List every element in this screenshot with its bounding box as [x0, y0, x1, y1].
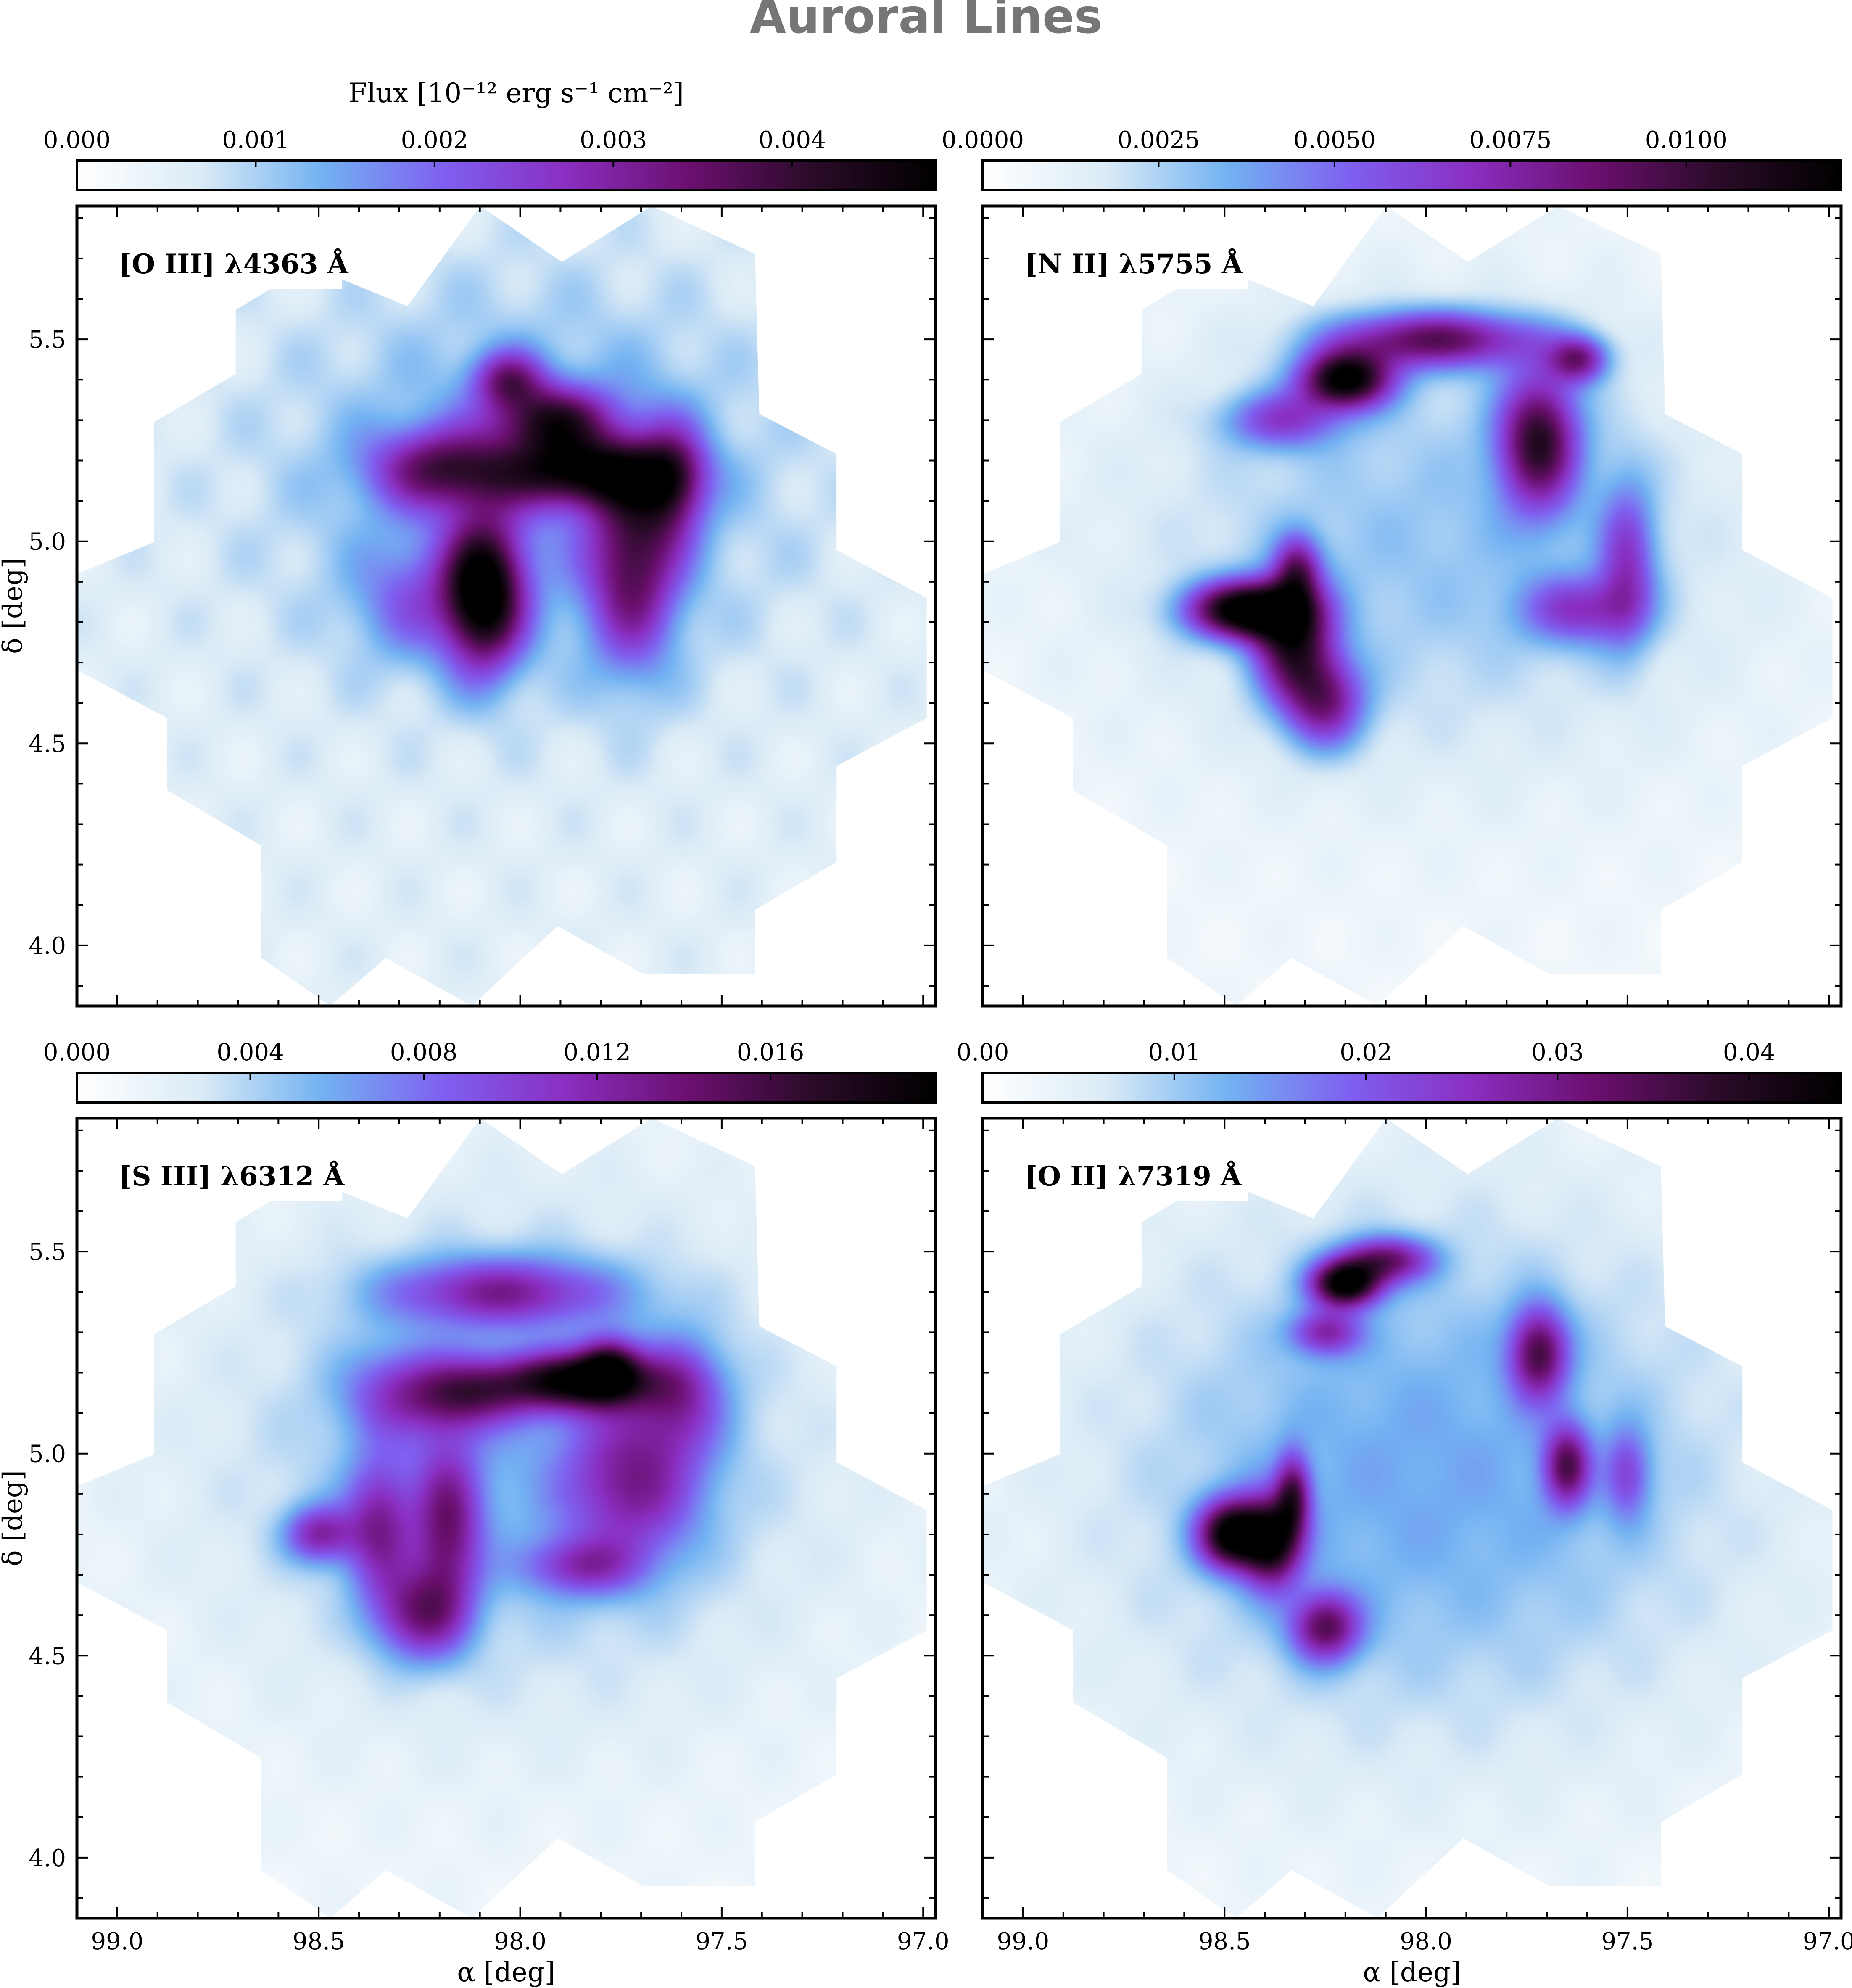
colorbar-tick-label: 0.002	[401, 127, 468, 154]
colorbar-tick-label: 0.001	[222, 127, 289, 154]
x-axis-label: α [deg]	[1363, 1957, 1461, 1988]
axes-frame	[75, 204, 937, 1008]
colorbar-bottom-left	[76, 1072, 937, 1104]
colorbar-tick-label: 0.016	[737, 1039, 804, 1066]
x-tick-label: 97.5	[696, 1928, 748, 1955]
x-tick-label: 98.5	[293, 1928, 345, 1955]
colorbar-tick-label: 0.0075	[1469, 127, 1551, 154]
axes-frame	[75, 1117, 937, 1920]
axes-frame	[981, 1117, 1843, 1920]
x-tick-label: 99.0	[997, 1928, 1050, 1955]
colorbar-tick-label: 0.01	[1148, 1039, 1200, 1066]
colorbar-tick-label: 0.000	[43, 1039, 111, 1066]
panel-label-bottom-right: [O II] λ7319 Å	[1021, 1152, 1248, 1201]
colorbar-tick-label: 0.0100	[1645, 127, 1728, 154]
y-tick-label: 5.0	[29, 1441, 66, 1468]
x-tick-label: 98.0	[494, 1928, 546, 1955]
colorbar-tick-label: 0.000	[43, 127, 111, 154]
colorbar-tick-label: 0.0000	[942, 127, 1024, 154]
colorbar-tick-label: 0.004	[759, 127, 826, 154]
y-tick-label: 4.0	[29, 1845, 66, 1872]
panel-label-top-right: [N II] λ5755 Å	[1021, 240, 1248, 289]
panel-label-text: [N II] λ5755 Å	[1025, 248, 1243, 280]
label-box	[115, 240, 342, 289]
panel-label-text: [S III] λ6312 Å	[119, 1161, 345, 1192]
axes-frame	[981, 204, 1843, 1008]
y-axis-label: δ [deg]	[0, 558, 29, 654]
y-tick-label: 5.5	[29, 1238, 66, 1266]
figure-title: Auroral Lines	[750, 0, 1103, 44]
colorbar-bottom-right	[981, 1072, 1842, 1104]
colorbar-tick-label: 0.02	[1340, 1039, 1392, 1066]
label-box	[1021, 1152, 1248, 1201]
label-box	[1021, 240, 1248, 289]
y-tick-label: 5.0	[29, 528, 66, 556]
colorbar-tick-label: 0.012	[563, 1039, 631, 1066]
y-tick-label: 4.0	[29, 932, 66, 960]
y-tick-label: 5.5	[29, 326, 66, 354]
panel-label-bottom-left: [S III] λ6312 Å	[115, 1152, 345, 1201]
colorbar-top-left	[76, 159, 937, 191]
colorbar-tick-label: 0.008	[390, 1039, 457, 1066]
x-tick-label: 99.0	[91, 1928, 144, 1955]
label-box	[115, 1152, 342, 1201]
colorbar-top-right	[981, 159, 1842, 191]
y-tick-label: 4.5	[29, 1642, 66, 1670]
x-tick-label: 97.0	[897, 1928, 950, 1955]
colorbar-tick-label: 0.003	[580, 127, 647, 154]
x-tick-label: 97.0	[1803, 1928, 1852, 1955]
colorbar-label: Flux [10⁻¹² erg s⁻¹ cm⁻²]	[348, 78, 684, 109]
colorbar-tick-label: 0.04	[1723, 1039, 1775, 1066]
colorbar-tick-label: 0.004	[216, 1039, 284, 1066]
x-axis-label: α [deg]	[457, 1957, 555, 1988]
panel-label-text: [O III] λ4363 Å	[119, 248, 349, 280]
colorbar-tick-label: 0.0025	[1117, 127, 1200, 154]
colorbar-tick-label: 0.00	[957, 1039, 1009, 1066]
x-tick-label: 97.5	[1601, 1928, 1654, 1955]
x-tick-label: 98.0	[1400, 1928, 1452, 1955]
panel-label-text: [O II] λ7319 Å	[1025, 1161, 1242, 1192]
x-tick-label: 98.5	[1198, 1928, 1251, 1955]
colorbar-tick-label: 0.0050	[1293, 127, 1376, 154]
y-tick-label: 4.5	[29, 730, 66, 758]
colorbar-tick-label: 0.03	[1531, 1039, 1584, 1066]
y-axis-label: δ [deg]	[0, 1470, 29, 1566]
panel-label-top-left: [O III] λ4363 Å	[115, 240, 349, 289]
